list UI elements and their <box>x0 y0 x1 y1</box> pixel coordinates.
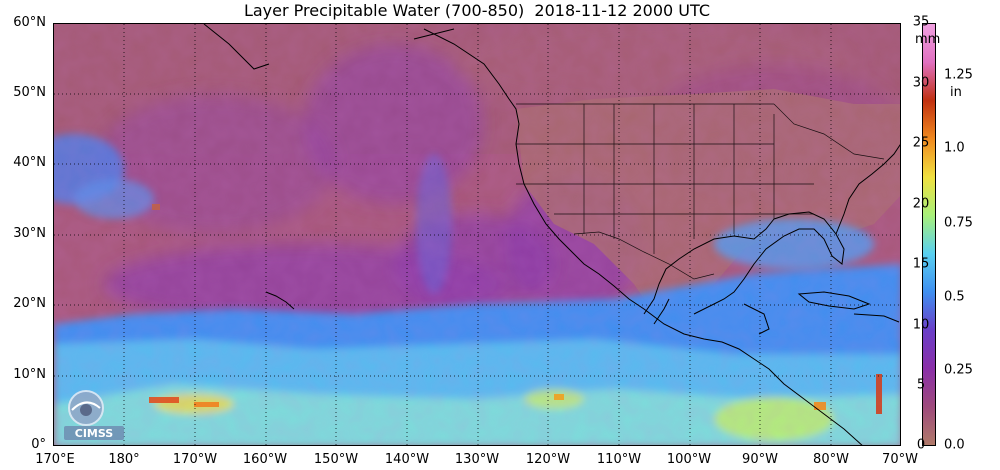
colorbar-in-tick: 1.25 <box>944 67 973 83</box>
colorbar-mm-tick: 30 <box>912 75 930 91</box>
lon-label: 120°W <box>525 452 571 467</box>
lon-label: 110°W <box>596 452 642 467</box>
lon-label: 160°W <box>242 452 288 467</box>
colorbar-mm-tick: 20 <box>912 196 930 212</box>
political-borders <box>516 103 885 280</box>
colorbar-mm-tick: 5 <box>916 377 926 393</box>
colorbar-mm-tick: 35 <box>912 14 930 30</box>
lon-label: 80°W <box>813 452 849 467</box>
lon-label: 70°W <box>882 452 918 467</box>
colorbar-in-unit: in <box>950 85 962 100</box>
lat-label: 50°N <box>13 85 46 100</box>
graticule <box>54 24 900 445</box>
lon-label: 100°W <box>666 452 712 467</box>
lat-label: 10°N <box>13 367 46 382</box>
colorbar-mm-tick: 10 <box>912 317 930 333</box>
precipitable-water-field <box>54 24 900 445</box>
colorbar-in-tick: 0.75 <box>944 215 973 231</box>
lat-label: 30°N <box>13 226 46 241</box>
lon-label: 170°E <box>35 452 75 467</box>
colorbar-in-tick: 0.25 <box>944 362 973 378</box>
map-panel <box>53 23 901 446</box>
lon-label: 170°W <box>172 452 218 467</box>
colorbar-in-tick: 1.0 <box>944 140 965 156</box>
lon-label: 130°W <box>454 452 500 467</box>
colorbar-in-tick: 0.5 <box>944 289 965 305</box>
colorbar-mm-unit: mm <box>915 32 941 47</box>
lat-label: 60°N <box>13 15 46 30</box>
colorbar <box>922 23 936 446</box>
lat-label: 20°N <box>13 296 46 311</box>
coastlines <box>203 24 900 445</box>
colorbar-mm-tick: 25 <box>912 135 930 151</box>
lon-label: 90°W <box>742 452 778 467</box>
svg-text:CIMSS: CIMSS <box>75 427 114 440</box>
lon-label: 180° <box>108 452 140 467</box>
map-title: Layer Precipitable Water (700-850) 2018-… <box>243 1 711 20</box>
cimss-logo: CIMSS <box>58 388 128 444</box>
lat-label: 40°N <box>13 155 46 170</box>
lat-label: 0° <box>31 437 46 452</box>
colorbar-mm-tick: 15 <box>912 256 930 272</box>
lon-label: 140°W <box>384 452 430 467</box>
colorbar-mm-tick: 0 <box>916 437 926 453</box>
colorbar-in-tick: 0.0 <box>944 437 965 453</box>
lon-label: 150°W <box>313 452 359 467</box>
